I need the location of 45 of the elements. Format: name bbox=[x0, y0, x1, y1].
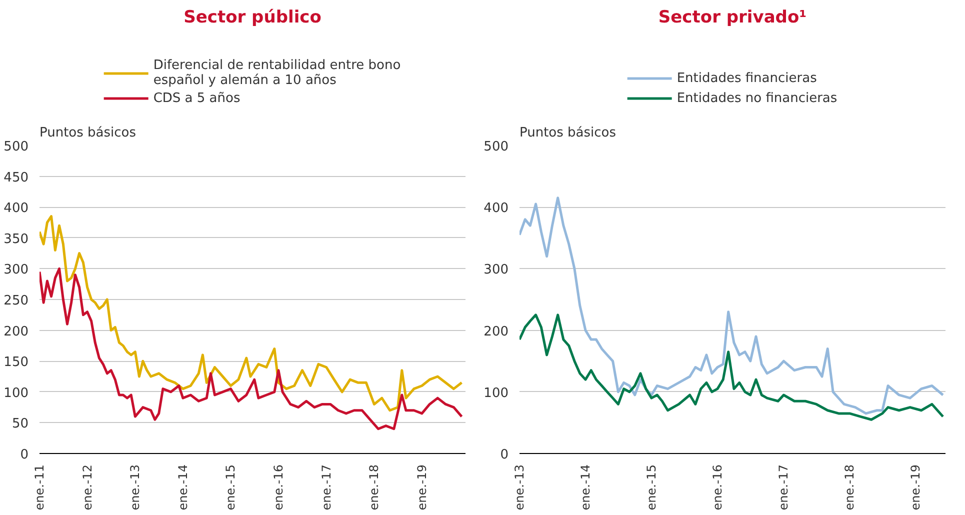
y-tick-label: 300 bbox=[4, 262, 29, 278]
x-tick-label: ene.-13 bbox=[128, 464, 142, 510]
x-tick-label: ene.-14 bbox=[578, 464, 592, 510]
x-tick-label: ene.-13 bbox=[512, 464, 526, 510]
y-tick-label: 450 bbox=[4, 170, 29, 186]
legend-label: Entidades no financieras bbox=[676, 90, 838, 106]
y-tick-label: 50 bbox=[12, 416, 29, 432]
x-tick-label: ene.-19 bbox=[908, 464, 923, 510]
y-tick-label: 150 bbox=[4, 355, 29, 370]
line-series bbox=[520, 196, 944, 415]
chart-title: Sector privado¹ bbox=[658, 8, 807, 28]
x-tick-label: ene.-17 bbox=[319, 464, 334, 510]
y-tick-label: 100 bbox=[4, 386, 29, 401]
y-tick-label: 500 bbox=[484, 140, 509, 154]
x-tick-label: ene.-18 bbox=[367, 464, 382, 510]
y-tick-label: 0 bbox=[500, 448, 509, 462]
y-tick-label: 300 bbox=[484, 262, 509, 278]
x-tick-label: ene.-18 bbox=[842, 464, 857, 510]
chart-title: Sector público bbox=[184, 8, 322, 28]
x-tick-label: ene.-14 bbox=[176, 464, 190, 510]
y-axis-title: Puntos básicos bbox=[40, 126, 136, 140]
y-tick-label: 400 bbox=[4, 201, 29, 216]
line-series bbox=[40, 267, 463, 430]
x-tick-label: ene.-16 bbox=[710, 464, 724, 510]
x-tick-label: ene.-11 bbox=[32, 464, 46, 510]
legend-label: CDS a 5 años bbox=[153, 90, 240, 106]
x-tick-label: ene.-19 bbox=[414, 464, 429, 510]
legend-label: Diferencial de rentabilidad entre bono español y alemán a 10 años bbox=[153, 58, 401, 88]
legend-label: Entidades financieras bbox=[676, 70, 817, 86]
x-tick-label: ene.-15 bbox=[644, 464, 658, 510]
x-tick-label: ene.-12 bbox=[80, 464, 94, 510]
y-tick-label: 0 bbox=[20, 448, 29, 462]
x-tick-label: ene.-16 bbox=[271, 464, 286, 510]
line-series bbox=[520, 314, 944, 421]
line-series bbox=[40, 215, 463, 412]
y-tick-label: 500 bbox=[4, 140, 29, 154]
y-axis-title: Puntos básicos bbox=[520, 126, 616, 140]
y-tick-label: 200 bbox=[484, 324, 509, 340]
y-tick-label: 200 bbox=[4, 324, 29, 340]
y-tick-label: 350 bbox=[4, 232, 29, 247]
y-tick-label: 250 bbox=[4, 294, 29, 308]
x-tick-label: ene.-17 bbox=[776, 464, 791, 510]
y-tick-label: 400 bbox=[484, 201, 509, 216]
y-tick-label: 100 bbox=[484, 386, 509, 401]
x-tick-label: ene.-15 bbox=[224, 464, 238, 510]
